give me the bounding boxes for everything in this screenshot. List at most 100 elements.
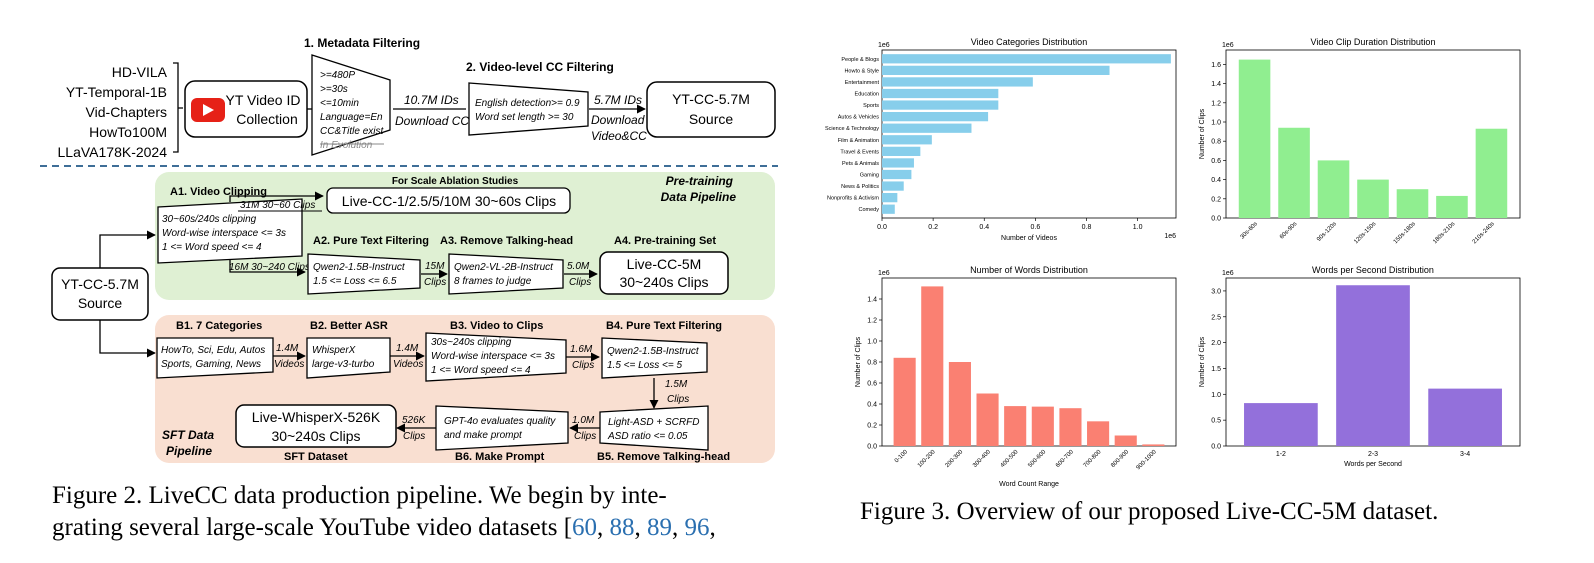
a2-out-label: 15M — [425, 261, 445, 272]
sft-dataset-label: SFT Dataset — [284, 451, 348, 463]
bar — [1244, 403, 1318, 446]
tick-label: 0.0 — [867, 444, 877, 451]
meta-rule: >=480P — [320, 70, 355, 81]
b5-talking-head-box — [599, 405, 709, 451]
b4-out-label: 1.5M — [665, 379, 688, 390]
tick-label: 0.0 — [877, 224, 887, 231]
ids-10.7m-label: 10.7M IDs — [404, 93, 459, 107]
citation-link[interactable]: 89 — [647, 514, 673, 541]
citation-link[interactable]: 60 — [572, 514, 598, 541]
ytcc-top-label: Source — [689, 111, 734, 127]
b3-title: B3. Video to Clips — [450, 320, 543, 332]
tick-label: 1.6 — [1211, 62, 1221, 69]
bar — [1238, 59, 1271, 218]
category-label: 1-2 — [1276, 451, 1286, 458]
a1-rule: 30~60s/240s clipping — [162, 214, 257, 225]
play-icon — [203, 104, 214, 116]
chart-4: Words per Second Distribution 1e6 1-2 2-3 3-… — [1199, 265, 1521, 468]
category-label: News & Politics — [841, 184, 879, 190]
bar — [882, 123, 972, 133]
chart-title: Video Clip Duration Distribution — [1311, 37, 1436, 47]
b1-rule: HowTo, Sci, Edu, Autos — [161, 345, 265, 356]
sft-box-label: 30~240s Clips — [271, 428, 360, 444]
category-label: 800-900 — [1110, 449, 1130, 469]
a2-rule: Qwen2-1.5B-Instruct — [313, 262, 406, 273]
yt-box-label: YT Video ID — [226, 92, 301, 108]
tick-label: 0.8 — [867, 360, 877, 367]
a4-box-label: Live-CC-5M — [627, 256, 702, 272]
bar — [882, 193, 898, 203]
sft-title: SFT Data — [162, 428, 214, 442]
citation-link[interactable]: 96 — [684, 514, 710, 541]
tick-label: 0.6 — [1031, 224, 1041, 231]
tick-label: 1.4 — [1211, 81, 1221, 88]
axis-scale-label: 1e6 — [878, 270, 890, 277]
a3-rule: Qwen2-VL-2B-Instruct — [454, 262, 554, 273]
bar — [1475, 128, 1508, 218]
tick-label: 0.4 — [1211, 177, 1221, 184]
bar — [882, 158, 914, 168]
dataset-brace — [173, 62, 183, 153]
axis-scale-label: 1e6 — [1222, 270, 1234, 277]
category-label: 0-100 — [894, 449, 910, 465]
b6-prompt-box — [435, 405, 569, 451]
a4-box-label: 30~240s Clips — [619, 274, 708, 290]
category-label: Comedy — [859, 207, 880, 213]
b1-out-label: 1.4M — [276, 343, 299, 354]
cc-rule: English detection>= 0.9 — [475, 98, 580, 109]
metadata-filter-box — [311, 54, 391, 156]
b2-asr-box — [306, 337, 391, 379]
x-axis-label: Word Count Range — [999, 481, 1059, 488]
bar — [1059, 408, 1082, 446]
a3-out-label: Clips — [569, 277, 591, 288]
axis-scale-label: 1e6 — [878, 42, 890, 49]
b2-title: B2. Better ASR — [310, 320, 388, 332]
pretrain-title: Pre-training — [666, 174, 734, 188]
bar — [1142, 444, 1165, 446]
category-label: 700-800 — [1083, 449, 1103, 469]
tick-label: 1.0 — [867, 339, 877, 346]
a3-rule: 8 frames to judge — [454, 276, 532, 287]
bar — [1428, 388, 1502, 446]
bar — [1317, 160, 1350, 218]
bar — [882, 112, 989, 122]
category-label: 90s-120s — [1316, 221, 1338, 243]
tick-label: 0.0 — [1211, 444, 1221, 451]
meta-rule: >=30s — [320, 84, 348, 95]
b1-rule: Sports, Gaming, News — [161, 359, 261, 370]
tick-label: 0.2 — [1211, 196, 1221, 203]
ytcc-top-label: YT-CC-5.7M — [672, 91, 750, 107]
ids-5.7m-label: 5.7M IDs — [594, 93, 642, 107]
sft-box-label: Live-WhisperX-526K — [252, 409, 381, 425]
category-label: Entertainment — [845, 80, 880, 86]
dataset-list: HD-VILA YT-Temporal-1B Vid-Chapters HowT… — [58, 64, 168, 160]
b6-out-label: Clips — [403, 431, 425, 442]
figure2-caption-line: Figure 2. LiveCC data production pipelin… — [52, 482, 667, 509]
meta-rule-struck: In Evolution — [320, 140, 373, 151]
b2-rule: large-v3-turbo — [312, 359, 375, 370]
pretrain-title: Data Pipeline — [661, 190, 737, 204]
tick-label: 0.4 — [979, 224, 989, 231]
category-label: 2-3 — [1368, 451, 1378, 458]
chart-1: Video Categories Distribution 1e6 People &… — [825, 37, 1177, 242]
bar — [893, 357, 916, 446]
tick-label: 0.6 — [1211, 158, 1221, 165]
tick-label: 1.4 — [867, 297, 877, 304]
bar — [882, 65, 1110, 75]
bar — [1004, 406, 1027, 446]
category-label: 30s-60s — [1240, 221, 1259, 240]
tick-label: 0.2 — [928, 224, 938, 231]
bar — [1087, 421, 1110, 446]
a2-out-label: Clips — [424, 277, 446, 288]
category-label: Travel & Events — [840, 149, 879, 155]
tick-label: 0.5 — [1211, 418, 1221, 425]
download-video-label: Video&CC — [591, 129, 647, 143]
bar — [882, 146, 921, 156]
b5-title: B5. Remove Talking-head — [597, 451, 730, 463]
category-label: Science & Technology — [825, 126, 879, 132]
citation-link[interactable]: 88 — [609, 514, 635, 541]
bar — [921, 286, 944, 446]
tick-label: 0.2 — [867, 423, 877, 430]
b6-out-label: 526K — [402, 415, 427, 426]
b3-out-label: 1.6M — [570, 344, 593, 355]
